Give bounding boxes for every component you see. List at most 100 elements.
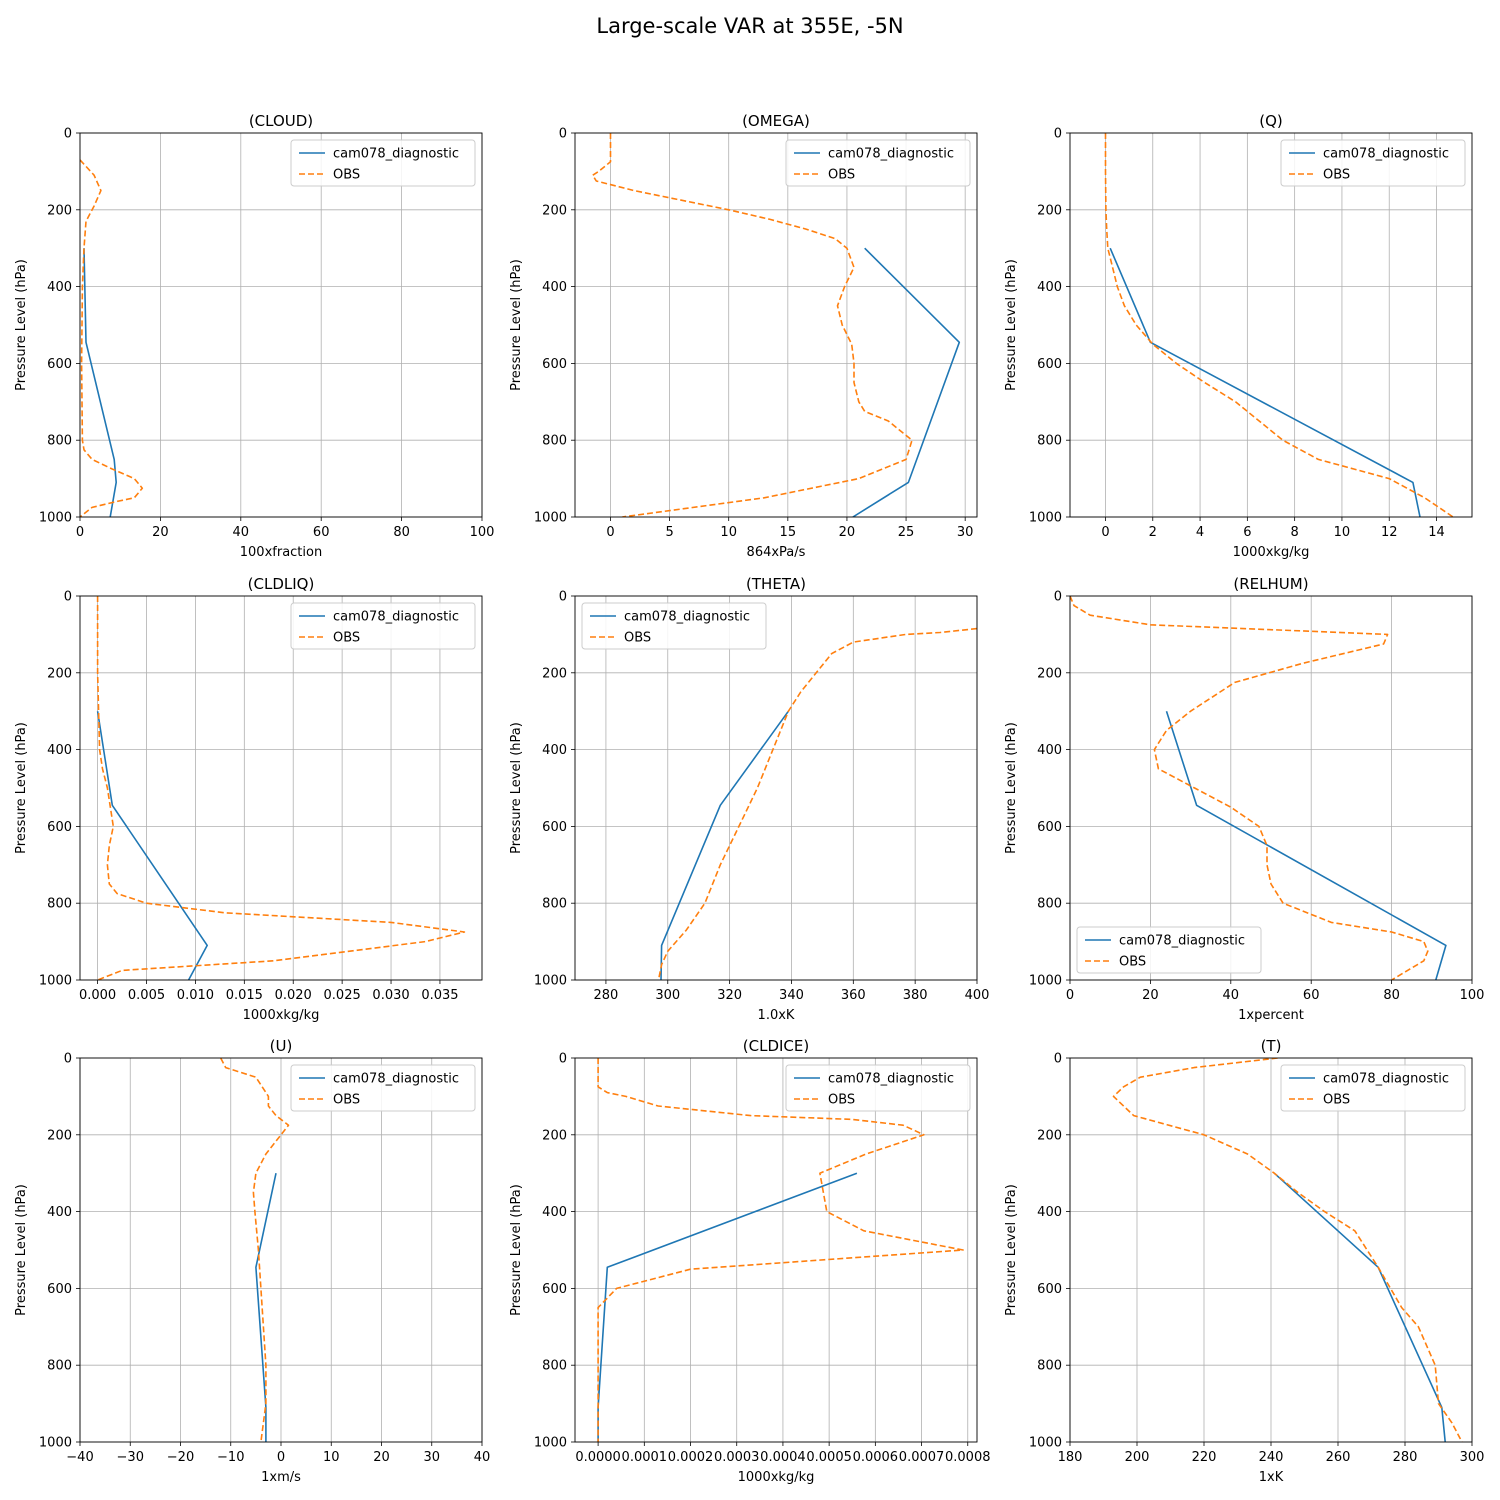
legend-label: cam078_diagnostic (828, 147, 954, 162)
subplot-2: 0 2 4 6 8 10 12 14 0 200 400 600 800 1000 (Q) 1000xkg/k… (1004, 112, 1473, 560)
legend-box (1280, 139, 1466, 187)
x-axis-label: 1.0xK (758, 1008, 795, 1023)
x-tick-label: 40 (1223, 988, 1240, 1003)
x-axis-label: 1000xkg/kg (738, 1470, 815, 1485)
subplot-4: 280 300 320 340 360 380 400 0 200 400 600 800 1000 (T… (509, 575, 989, 1023)
y-tick-label: 400 (1037, 743, 1062, 758)
x-tick-label: 10 (323, 1450, 340, 1465)
x-tick-label: −40 (66, 1450, 93, 1465)
x-tick-label: −20 (167, 1450, 194, 1465)
y-tick-label: 0 (559, 1052, 567, 1067)
model-series-line (1273, 1172, 1446, 1442)
x-tick-label: 180 (1058, 1450, 1083, 1465)
y-axis-label: Pressure Level (hPa) (1004, 259, 1019, 391)
obs-series-line (219, 1058, 290, 1442)
x-tick-label: 0.0005 (806, 1450, 852, 1465)
x-tick-label: 0.020 (275, 988, 312, 1003)
y-tick-label: 600 (1037, 820, 1062, 835)
y-tick-label: 1000 (534, 511, 567, 526)
y-tick-label: 600 (542, 357, 567, 372)
y-tick-label: 1000 (534, 1436, 567, 1451)
axes-frame (79, 1057, 483, 1443)
y-axis-label: Pressure Level (hPa) (1004, 722, 1019, 854)
x-axis-label: 1000xkg/kg (1233, 545, 1310, 560)
x-axis-label: 1xpercent (1238, 1008, 1304, 1023)
model-series-line (1165, 710, 1447, 980)
y-tick-label: 800 (542, 1359, 567, 1374)
y-tick-label: 0 (1054, 127, 1062, 142)
obs-series-line (96, 596, 466, 980)
axes-frame (1069, 132, 1473, 518)
x-tick-label: 60 (1303, 988, 1320, 1003)
legend-box (1280, 1064, 1466, 1112)
y-tick-label: 800 (1037, 1359, 1062, 1374)
axes-frame (1069, 595, 1473, 981)
legend: cam078_diagnostic OBS (1076, 926, 1262, 974)
x-tick-label: 300 (1460, 1450, 1485, 1465)
x-tick-label: 0.005 (128, 988, 165, 1003)
y-tick-label: 1000 (1029, 974, 1062, 989)
x-tick-label: −10 (217, 1450, 244, 1465)
x-tick-label: 80 (393, 525, 410, 540)
obs-series-line (597, 1058, 964, 1442)
legend-label: cam078_diagnostic (333, 147, 459, 162)
y-tick-label: 0 (64, 127, 72, 142)
legend: cam078_diagnostic OBS (290, 1064, 476, 1112)
x-tick-label: 340 (779, 988, 804, 1003)
legend-label: OBS (624, 631, 651, 646)
obs-series-line (657, 627, 977, 980)
x-tick-label: 10 (1334, 525, 1351, 540)
y-tick-label: 400 (47, 280, 72, 295)
x-tick-label: 400 (965, 988, 990, 1003)
model-series-line (96, 711, 208, 980)
y-axis-label: Pressure Level (hPa) (509, 1184, 524, 1316)
y-tick-label: 600 (542, 1282, 567, 1297)
y-tick-label: 600 (542, 820, 567, 835)
y-tick-label: 1000 (1029, 511, 1062, 526)
legend-box (785, 1064, 971, 1112)
legend-box (785, 139, 971, 187)
x-tick-label: 40 (233, 525, 250, 540)
obs-series-line (1112, 1058, 1463, 1442)
x-tick-label: 2 (1149, 525, 1157, 540)
legend: cam078_diagnostic OBS (785, 1064, 971, 1112)
legend-label: OBS (1323, 1093, 1350, 1108)
x-tick-label: 0.010 (177, 988, 214, 1003)
x-tick-label: 0.0003 (714, 1450, 760, 1465)
x-tick-label: 8 (1291, 525, 1299, 540)
x-tick-label: 0.000 (79, 988, 116, 1003)
y-tick-label: 800 (542, 897, 567, 912)
x-tick-label: 20 (1142, 988, 1159, 1003)
x-tick-label: 0.0004 (760, 1450, 806, 1465)
x-axis-label: 1000xkg/kg (243, 1008, 320, 1023)
legend-label: cam078_diagnostic (1323, 147, 1449, 162)
x-tick-label: 60 (313, 525, 330, 540)
x-tick-label: 0 (1066, 988, 1074, 1003)
x-tick-label: 260 (1326, 1450, 1351, 1465)
obs-series-line (591, 133, 913, 517)
y-tick-label: 1000 (39, 1436, 72, 1451)
x-tick-label: 0 (76, 525, 84, 540)
legend-label: cam078_diagnostic (333, 1072, 459, 1087)
x-tick-label: 0 (1101, 525, 1109, 540)
y-tick-label: 1000 (39, 511, 72, 526)
y-tick-label: 400 (542, 280, 567, 295)
x-tick-label: 0.025 (324, 988, 361, 1003)
y-axis-label: Pressure Level (hPa) (14, 259, 29, 391)
x-tick-label: 0.0002 (668, 1450, 714, 1465)
subplot-3: 0.000 0.005 0.010 0.015 0.020 0.025 0.030 0.035… (14, 575, 483, 1023)
y-tick-label: 0 (1054, 590, 1062, 605)
x-tick-label: 220 (1192, 1450, 1217, 1465)
y-tick-label: 200 (542, 203, 567, 218)
legend-label: OBS (1119, 955, 1146, 970)
legend-label: cam078_diagnostic (1323, 1072, 1449, 1087)
legend-label: OBS (1323, 168, 1350, 183)
y-tick-label: 0 (64, 1052, 72, 1067)
x-tick-label: 100 (1460, 988, 1485, 1003)
y-tick-label: 200 (1037, 666, 1062, 681)
legend-box (290, 1064, 476, 1112)
y-tick-label: 200 (1037, 203, 1062, 218)
x-tick-label: 4 (1196, 525, 1204, 540)
y-tick-label: 0 (559, 127, 567, 142)
